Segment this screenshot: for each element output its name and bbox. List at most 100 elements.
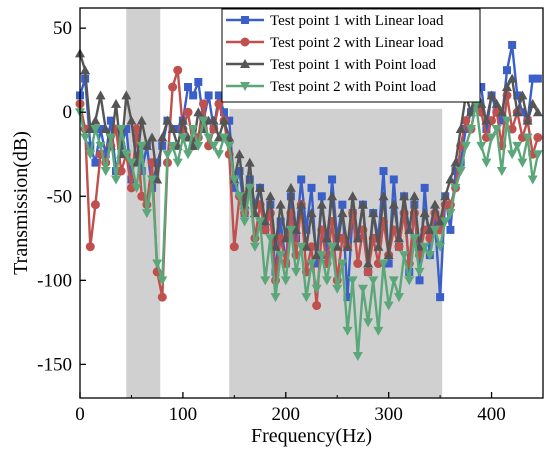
legend-box [221, 8, 481, 103]
series-4-point [476, 141, 487, 151]
series-3-point [193, 107, 204, 117]
series-3-point [111, 98, 122, 108]
series-4-point [208, 141, 219, 151]
series-2-point [85, 242, 95, 252]
series-4-point [352, 351, 363, 361]
series-1-point [122, 125, 131, 134]
series-1-point [230, 183, 239, 192]
series-3-point [80, 65, 91, 75]
series-1-point [86, 141, 95, 150]
series-1-point [91, 158, 100, 167]
series-4-point [177, 133, 188, 143]
series-4-point [332, 284, 343, 294]
series-4-point [291, 267, 302, 277]
series-1-point [101, 150, 110, 159]
series-3-point [440, 191, 451, 201]
series-3-point [316, 199, 327, 209]
series-2-point [90, 200, 100, 210]
series-4-point [383, 301, 394, 311]
series-4-point [136, 141, 147, 151]
series-4-point [507, 150, 518, 160]
series-4-point [378, 259, 389, 269]
series-3-point [450, 157, 461, 167]
series-1-point [276, 217, 285, 226]
series-3-point [393, 233, 404, 243]
series-3-point [357, 199, 368, 209]
series-4-point [188, 125, 199, 135]
series-3-point [177, 115, 188, 125]
series-3-point [157, 132, 168, 142]
series-3-point [224, 132, 235, 142]
series-3-point [152, 174, 163, 184]
series-1-point [528, 74, 537, 83]
series-3-point [121, 90, 132, 100]
series-2-point [461, 116, 471, 126]
series-3-point [265, 191, 276, 201]
legend-item: Test point 1 with Linear load [226, 13, 444, 29]
series-4-point [131, 183, 142, 193]
legend-item: Test point 2 with Linear load [226, 35, 444, 51]
series-1-point [502, 66, 511, 75]
series-4-point [90, 125, 101, 135]
series-1-point [513, 91, 522, 100]
series-2-point [137, 191, 147, 201]
series-4-point [393, 293, 404, 303]
series-3-point [352, 233, 363, 243]
series-3-point [90, 115, 101, 125]
series-3-line [78, 53, 539, 265]
series-4-point [167, 141, 178, 151]
y-tick-label: 0 [63, 102, 73, 123]
series-3-point [136, 115, 147, 125]
series-3-point [285, 182, 296, 192]
series-3-point [404, 224, 415, 234]
series-4-point [316, 251, 327, 261]
series-4-point [491, 125, 502, 135]
legend-marker [240, 59, 250, 68]
series-3-point [409, 191, 420, 201]
legend-label: Test point 1 with Point load [270, 57, 437, 73]
series-3-point [491, 98, 502, 108]
series-3-point [527, 98, 538, 108]
series-3-point [373, 241, 384, 251]
series-3-point [419, 208, 430, 218]
series-3-point [378, 191, 389, 201]
series-4-point [85, 150, 96, 160]
series-3-point [347, 191, 358, 201]
series-4-point [80, 133, 91, 143]
series-1-point [220, 108, 229, 117]
series-1-point [477, 83, 486, 92]
series-3-point [291, 224, 302, 234]
series-4-point [501, 116, 512, 126]
y-tick-label: -100 [37, 270, 72, 291]
series-1-point [245, 175, 254, 184]
series-2-point [394, 242, 404, 252]
series-1-point [96, 125, 105, 134]
series-2-point [157, 292, 167, 302]
series-1-point [497, 116, 506, 125]
series-4-point [270, 293, 281, 303]
series-4-point [255, 217, 266, 227]
series-4-point [275, 251, 286, 261]
series-3-point [455, 124, 466, 134]
series-4-point [260, 276, 271, 286]
legend-marker [241, 16, 249, 24]
series-1-point [533, 74, 542, 83]
series-4-point [455, 167, 466, 177]
series-1-point [297, 175, 306, 184]
series-1-point [343, 293, 352, 302]
series-4-point [95, 141, 106, 151]
series-3-point [532, 107, 543, 117]
series-1-point [194, 77, 203, 86]
series-1-point [302, 225, 311, 234]
series-4 [75, 99, 543, 361]
series-4-point [419, 242, 430, 252]
series-2-point [507, 124, 517, 134]
series-3-point [481, 115, 492, 125]
series-4-point [424, 251, 435, 261]
series-4-point [357, 284, 368, 294]
series-2-point [116, 166, 126, 176]
series-4-point [404, 276, 415, 286]
y-tick-label: -150 [37, 354, 72, 375]
series-4-point [306, 259, 317, 269]
